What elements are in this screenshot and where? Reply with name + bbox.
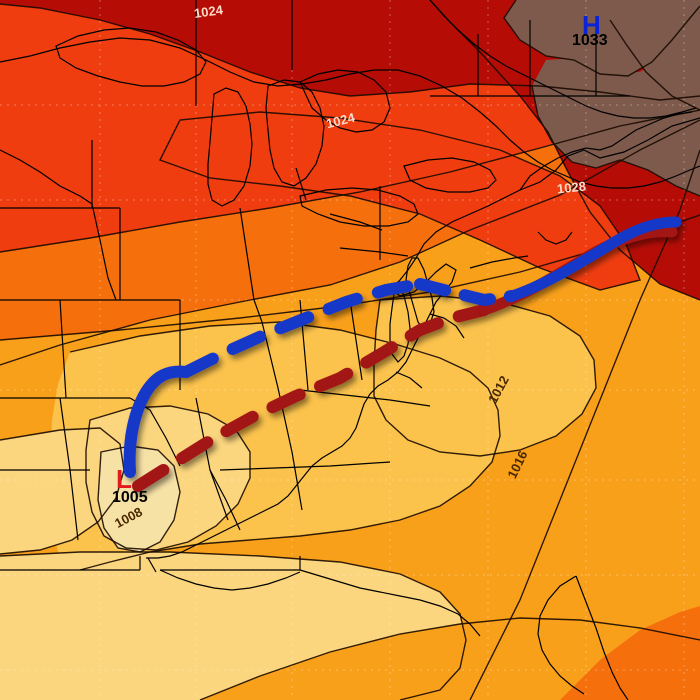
band-1008-sw [0,428,124,554]
band-1024-wedge [160,112,640,290]
cold-front-solid-head[interactable] [123,365,192,478]
cold-front-dashed-2[interactable] [414,278,518,307]
band-1020-fl [560,606,700,700]
warm-front-dashed[interactable] [132,304,490,492]
cold-front-dashed[interactable] [180,278,426,378]
front-systems [123,216,682,492]
band-1033-b [532,0,700,196]
band-1033-c [600,0,700,110]
cold-front-solid-tail[interactable] [506,216,682,302]
band-1016-gulf [200,618,700,700]
band-1012-coast [374,296,596,456]
